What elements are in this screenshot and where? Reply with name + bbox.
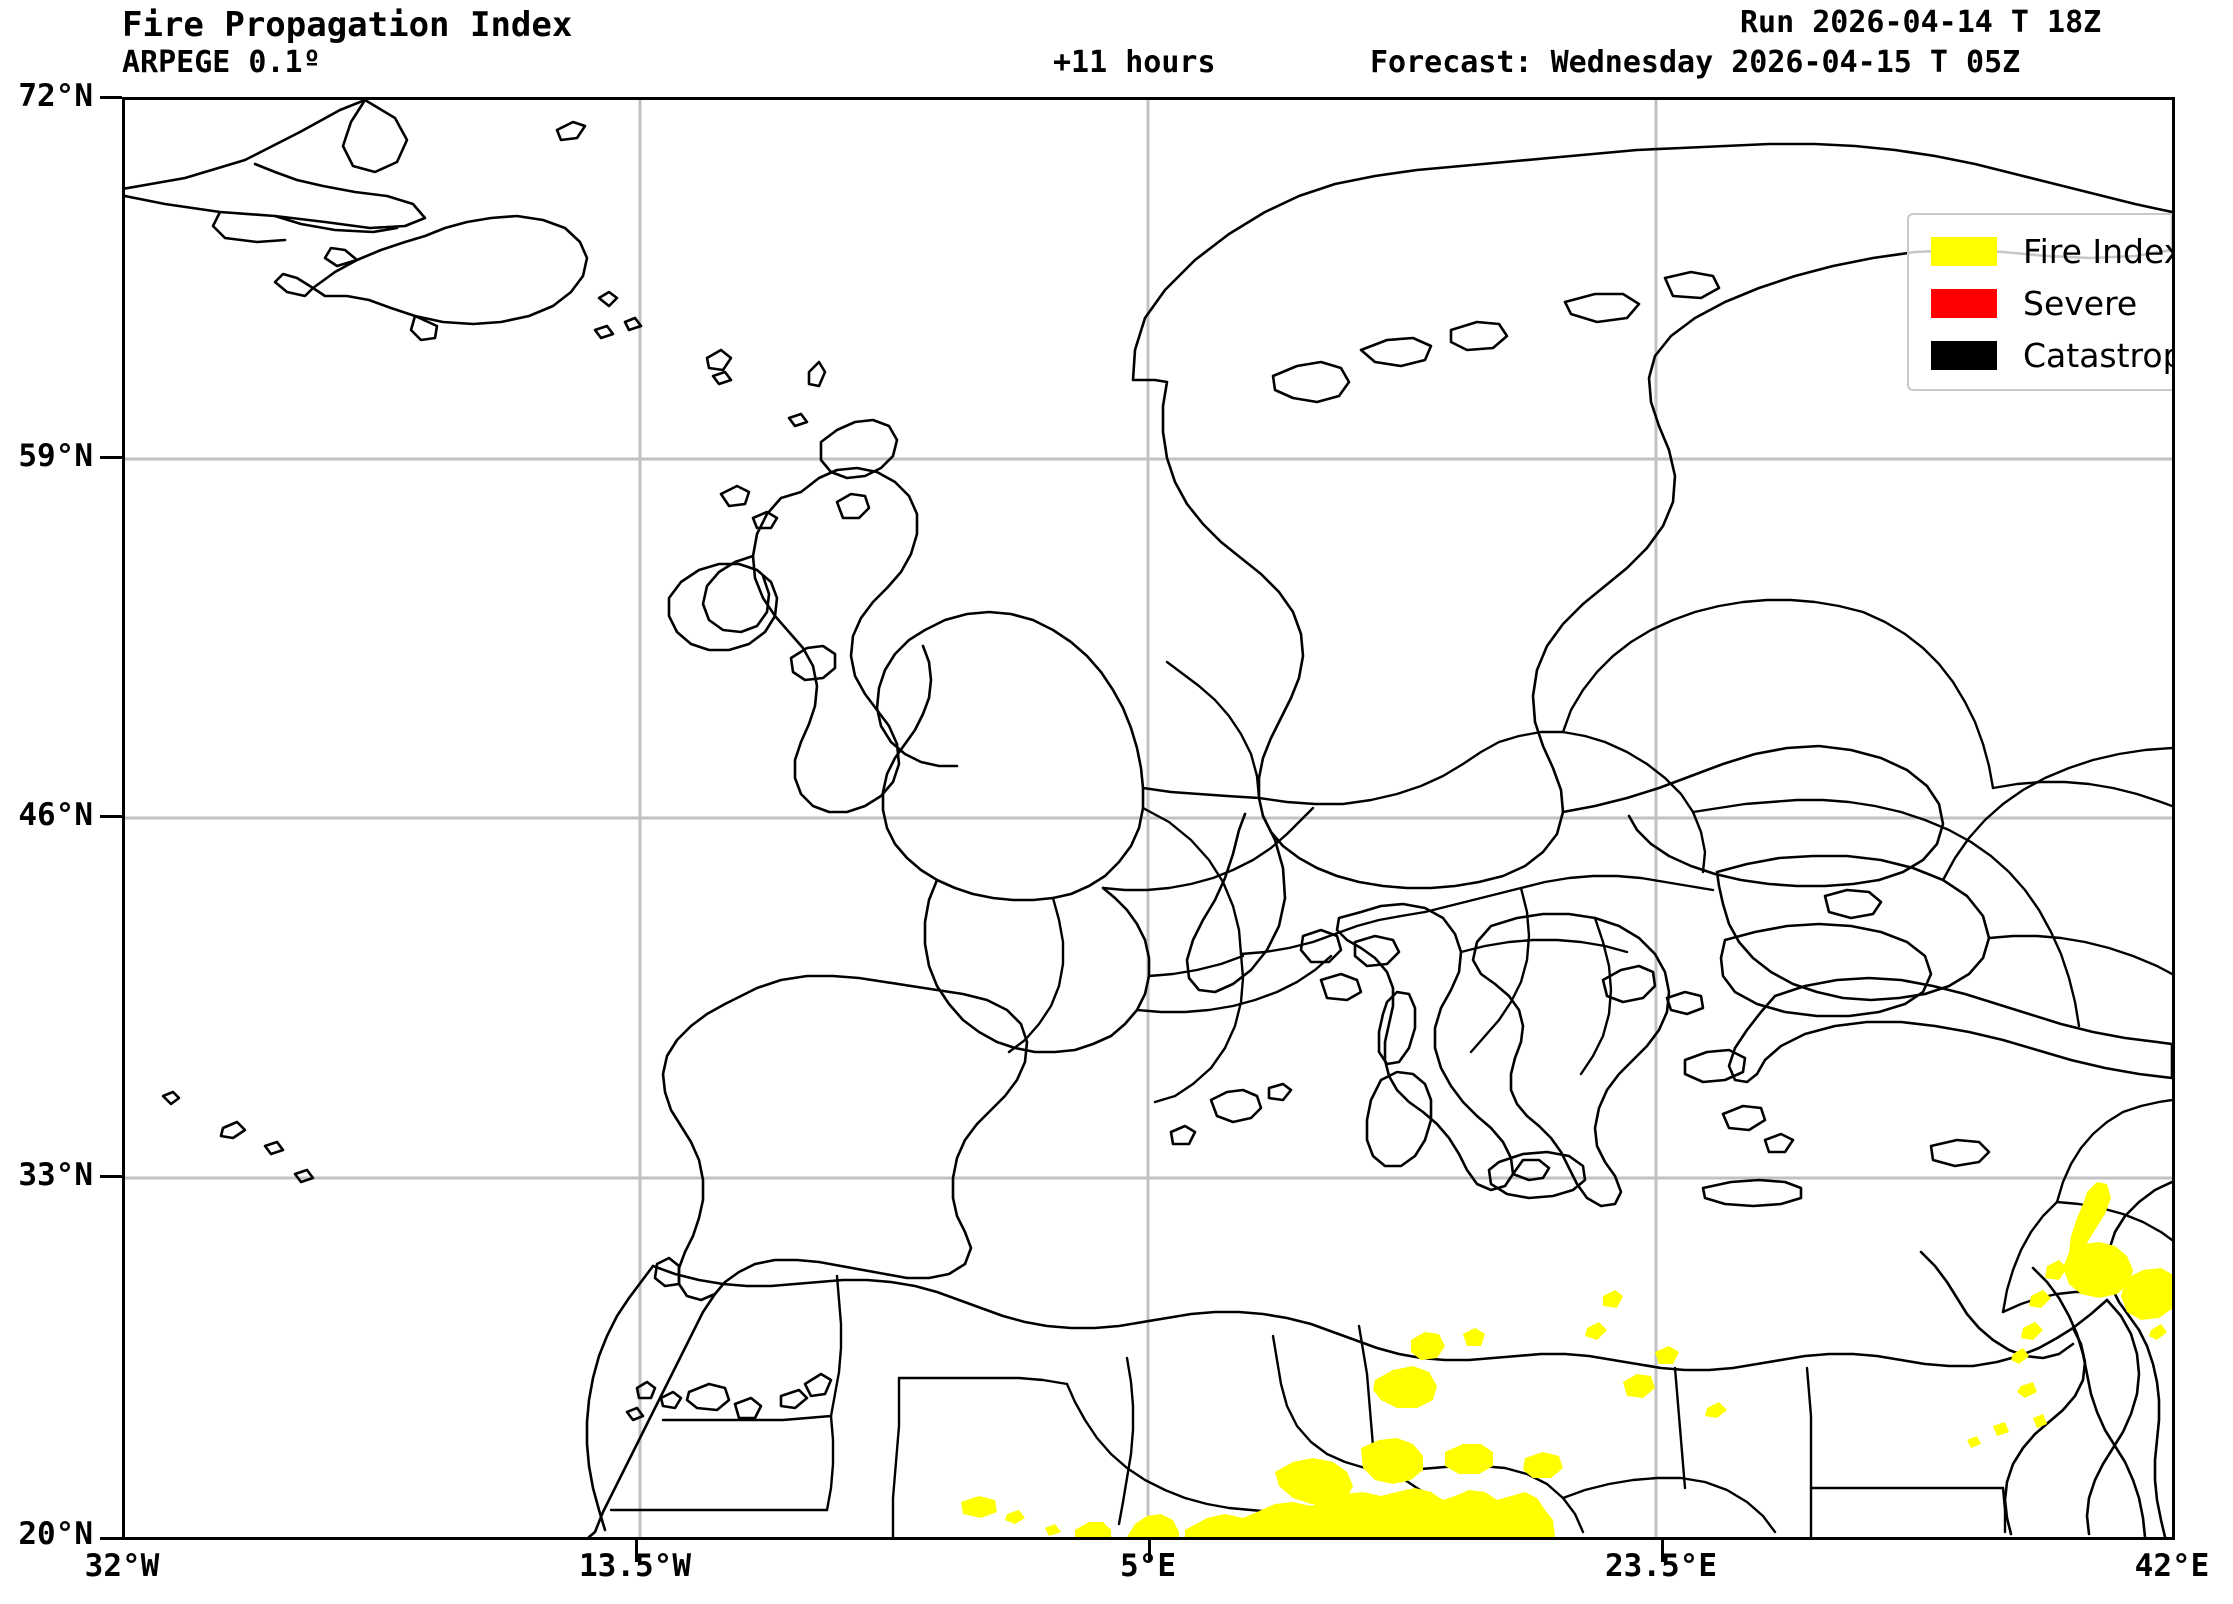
page-title: Fire Propagation Index xyxy=(122,5,573,45)
y-tick-59N xyxy=(100,456,122,459)
coastline-western-europe xyxy=(875,610,1151,1054)
map-legend: Fire Index Severe Catastrophic xyxy=(1907,213,2175,391)
x-tick-23-5E xyxy=(1661,1540,1664,1562)
y-tick-label-59N: 59°N xyxy=(18,438,93,474)
coastline-black-sea xyxy=(1715,854,1991,1002)
gridlines xyxy=(125,100,2172,1537)
coastline-med-islands xyxy=(1169,990,1991,1208)
legend-swatch-severe xyxy=(1931,288,1997,318)
coastline-balkans-turkey xyxy=(1471,912,2172,1208)
coastline-greenland xyxy=(125,100,427,244)
run-timestamp-label: Run 2026-04-14 T 18Z xyxy=(1740,5,2102,40)
legend-item-severe: Severe xyxy=(1931,277,2172,329)
x-tick-5E xyxy=(1148,1540,1151,1562)
coastline-scandinavia xyxy=(1131,142,2172,890)
coastline-small-islands-north xyxy=(555,120,643,340)
y-tick-46N xyxy=(100,815,122,818)
header: Fire Propagation Index ARPEGE 0.1º +11 h… xyxy=(0,0,2233,97)
legend-label-catastrophic: Catastrophic xyxy=(2023,335,2172,375)
x-tick-13-5W xyxy=(635,1540,638,1562)
x-tick-label-42E: 42°E xyxy=(2134,1548,2210,1584)
coastline-baltic xyxy=(1561,744,1945,1018)
legend-swatch-catastrophic xyxy=(1931,340,1997,370)
legend-item-fire-index: Fire Index xyxy=(1931,225,2175,277)
borders-europe xyxy=(1007,598,2172,1104)
y-tick-label-72N: 72°N xyxy=(18,78,93,114)
y-tick-label-46N: 46°N xyxy=(18,797,93,833)
legend-item-catastrophic: Catastrophic xyxy=(1931,329,2172,381)
x-tick-label-32W: 32°W xyxy=(84,1548,160,1584)
map-canvas xyxy=(125,100,2172,1537)
y-tick-label-33N: 33°N xyxy=(18,1157,93,1193)
y-tick-20N xyxy=(100,1537,122,1540)
coastline-nw-africa xyxy=(585,1264,717,1537)
coastline-atlantic-islands xyxy=(161,1090,315,1184)
legend-label-severe: Severe xyxy=(2023,283,2138,323)
fire-index-overlay xyxy=(961,1182,2172,1537)
coastline-faroe-shetland xyxy=(705,348,827,428)
coastline-britain xyxy=(667,418,919,814)
coastline-denmark xyxy=(1185,812,1401,1002)
y-tick-33N xyxy=(100,1175,122,1178)
lead-time-label: +11 hours xyxy=(1053,45,1216,80)
legend-label-fire-index: Fire Index xyxy=(2023,231,2175,271)
legend-swatch-fire-index xyxy=(1931,236,1997,266)
model-label: ARPEGE 0.1º xyxy=(122,45,321,80)
coastline-iceland xyxy=(273,214,589,342)
coastline-italy xyxy=(1335,902,1551,1192)
map-plot-area[interactable]: Fire Index Severe Catastrophic xyxy=(122,97,2175,1540)
forecast-valid-label: Forecast: Wednesday 2026-04-15 T 05Z xyxy=(1370,45,2021,80)
y-tick-72N xyxy=(100,96,122,99)
coastline-arabia xyxy=(2031,1180,2172,1537)
coastline-canary-islands xyxy=(625,1372,833,1422)
coastline-iberia xyxy=(653,974,1029,1302)
y-tick-label-20N: 20°N xyxy=(18,1516,93,1552)
